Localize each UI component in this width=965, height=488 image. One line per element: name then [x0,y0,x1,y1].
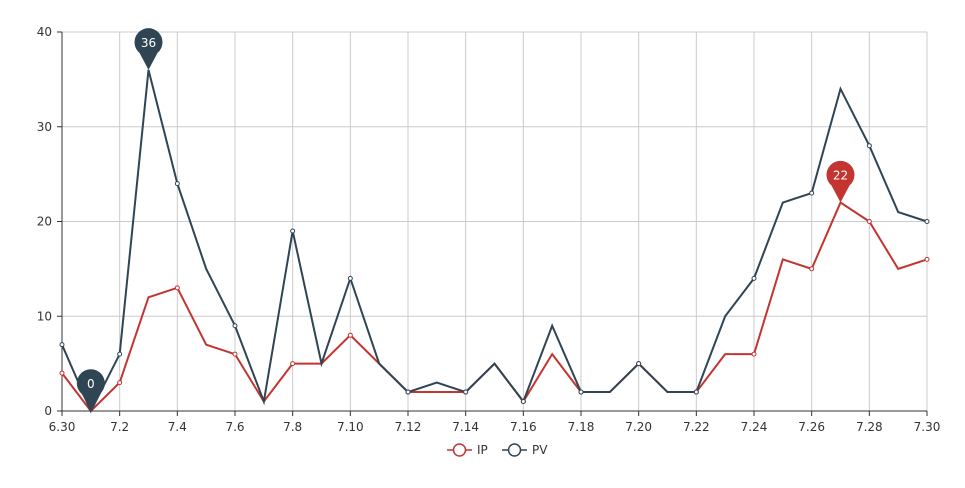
data-point-pv [693,389,699,395]
data-point-ip [809,266,815,272]
data-point-pv [924,219,930,224]
series-line-ip [61,201,928,413]
data-point-pv [463,389,469,395]
mark-points: 22 36 0 [76,28,855,411]
data-point-ip [290,361,296,367]
data-point-ip [117,380,123,386]
x-tick-label: 7.16 [510,420,537,434]
x-tick-label: 7.20 [625,420,652,434]
data-point-ip [751,351,757,357]
legend-label: IP [477,443,488,457]
x-tick-label: 7.8 [283,420,302,434]
axes: 0 10 20 30 40 6.30 7.2 7.4 7.6 7.8 7.10 7.12 7.14 7.1… [37,25,941,434]
data-point-pv [347,275,353,281]
data-point-ip [174,285,180,291]
x-tick-label: 7.4 [168,420,187,434]
mark-label: 0 [87,377,95,391]
x-tick-label: 7.26 [798,420,825,434]
series-line-pv [61,69,928,414]
mark-label: 22 [833,169,848,183]
data-point-pv [405,389,411,395]
data-point-pv [520,399,526,405]
legend[interactable]: IP PV [447,443,548,457]
legend-item-pv[interactable]: PV [502,443,548,457]
mark-label: 36 [141,36,156,50]
x-tick-label: 7.6 [225,420,244,434]
data-point-ip [866,219,872,224]
x-tick-label: 7.2 [110,420,129,434]
data-point-pv [232,323,238,329]
y-tick-label: 20 [37,215,52,229]
pin-icon [134,28,163,70]
grid-lines [62,31,928,411]
pin-icon [826,160,855,203]
y-tick-label: 30 [37,120,52,134]
data-point-pv [751,275,757,281]
y-tick-label: 0 [44,404,52,418]
data-point-pv [809,190,815,196]
legend-item-ip[interactable]: IP [447,443,488,457]
data-point-pv [117,351,123,357]
data-point-ip [232,351,238,357]
series-group [59,69,930,414]
data-point-ip [924,256,930,262]
data-point-pv [290,228,296,234]
legend-circle-icon [507,443,522,457]
data-point-pv [866,143,872,149]
x-tick-label: 7.18 [568,420,595,434]
pin-icon [76,369,105,411]
x-tick-label: 7.10 [337,420,364,434]
x-tick-label: 7.14 [452,420,479,434]
mark-pin-pv: 36 [134,28,163,70]
x-tick-label: 7.28 [856,420,883,434]
data-point-pv [174,181,180,187]
x-tick-label: 7.24 [741,420,768,434]
y-tick-label: 10 [37,309,52,323]
x-tick-label: 6.30 [49,420,76,434]
legend-label: PV [532,443,548,457]
data-point-pv [578,389,584,395]
legend-circle-icon [452,443,467,457]
data-point-pv [636,361,642,367]
mark-pin-pv: 0 [76,369,105,411]
data-point-ip [59,370,65,376]
data-point-ip [347,332,353,338]
x-tick-label: 7.30 [914,420,941,434]
x-tick-label: 7.12 [395,420,422,434]
mark-pin-ip: 22 [826,160,855,203]
x-tick-label: 7.22 [683,420,710,434]
data-point-pv [59,342,65,348]
y-tick-label: 40 [37,25,52,39]
